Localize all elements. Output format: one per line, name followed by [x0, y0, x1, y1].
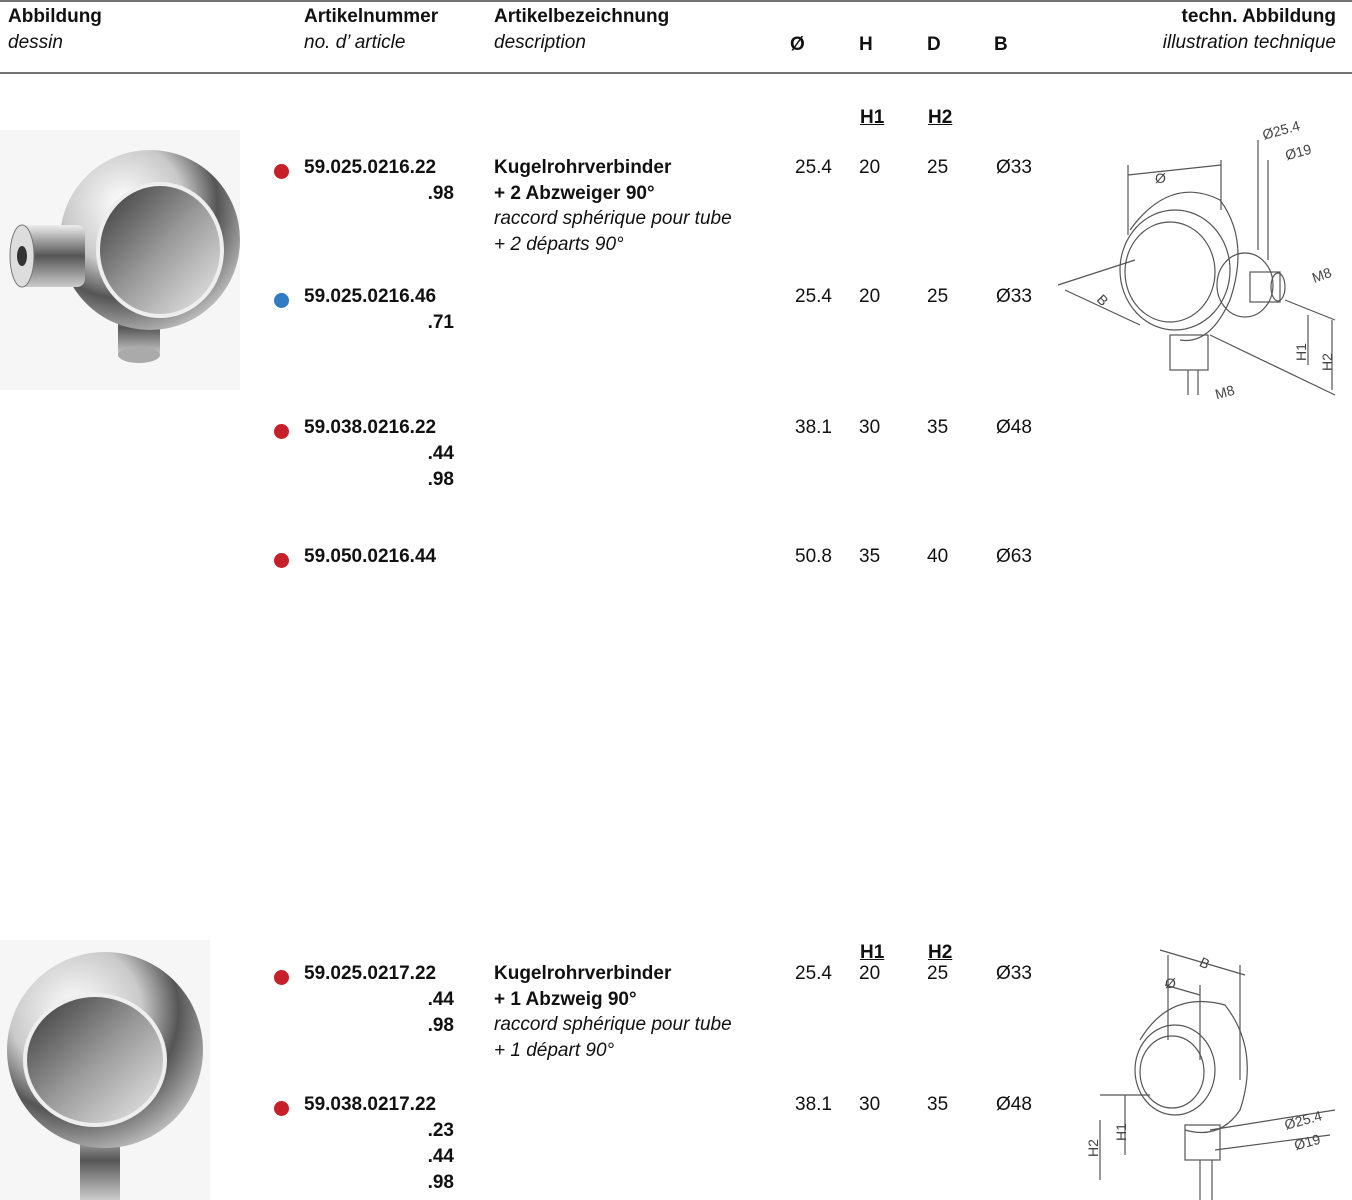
article-variant: .44 — [427, 443, 454, 464]
article-number: 59.025.0216.22 — [304, 157, 437, 178]
dimension-label: Ø — [1165, 975, 1176, 991]
column-subtitle: description — [494, 32, 586, 53]
ball-size: Ø63 — [996, 546, 1032, 567]
column-title: Artikelnummer — [304, 6, 439, 27]
diameter: 38.1 — [795, 417, 832, 438]
column-title: B — [994, 34, 1008, 55]
depth: 35 — [927, 417, 949, 438]
description-title: Kugelrohrverbinder — [494, 157, 672, 178]
finish-dot — [274, 164, 289, 179]
diameter: 38.1 — [795, 1094, 832, 1115]
description-title: + 1 Abzweig 90° — [494, 988, 637, 1010]
article-variant: .44 — [427, 989, 454, 1010]
column-title: D — [927, 34, 941, 55]
product-photo — [0, 130, 240, 390]
ball-size: Ø33 — [996, 286, 1032, 307]
technical-drawing — [1099, 949, 1336, 1200]
column-subtitle: dessin — [8, 32, 63, 53]
article-number: 59.050.0216.44 — [304, 546, 437, 567]
diameter: 25.4 — [795, 157, 832, 178]
diameter: 50.8 — [795, 546, 832, 567]
depth: 25 — [927, 286, 949, 307]
finish-dot — [274, 970, 289, 985]
ball-size: Ø48 — [996, 417, 1032, 438]
height: 20 — [859, 963, 881, 984]
dimension-label: H2 — [1318, 353, 1335, 371]
dimension-label: H2 — [1084, 1139, 1101, 1157]
sub-header: H1 — [860, 942, 885, 963]
column-subtitle: no. d’ article — [304, 32, 406, 53]
article-variant: .98 — [427, 1172, 454, 1193]
depth: 25 — [927, 963, 949, 984]
sub-header: H2 — [928, 107, 953, 128]
article-number: 59.038.0216.22 — [304, 417, 437, 438]
height: 20 — [859, 286, 881, 307]
description-subtitle: + 1 départ 90° — [494, 1040, 615, 1061]
article-variant: .23 — [427, 1120, 454, 1141]
product-photo — [0, 940, 210, 1200]
finish-dot — [274, 553, 289, 568]
depth: 25 — [927, 157, 949, 178]
column-title: Abbildung — [8, 6, 102, 27]
column-title: H — [859, 34, 873, 55]
height: 35 — [859, 546, 881, 567]
description-subtitle: + 2 départs 90° — [494, 234, 624, 255]
column-title: Ø — [790, 34, 805, 55]
column-subtitle: illustration technique — [1162, 32, 1336, 53]
height: 30 — [859, 1094, 881, 1115]
finish-dot — [274, 1101, 289, 1116]
finish-dot — [274, 424, 289, 439]
article-variant: .71 — [427, 312, 454, 333]
description-title: + 2 Abzweiger 90° — [494, 182, 655, 204]
sub-header: H1 — [860, 107, 885, 128]
article-variant: .98 — [427, 1015, 454, 1036]
article-variant: .98 — [427, 469, 454, 490]
article-number: 59.038.0217.22 — [304, 1094, 437, 1115]
article-variant: .44 — [427, 1146, 454, 1167]
depth: 40 — [927, 546, 949, 567]
ball-size: Ø33 — [996, 157, 1032, 178]
dimension-label: H1 — [1112, 1123, 1129, 1141]
article-number: 59.025.0216.46 — [304, 286, 437, 307]
ball-size: Ø33 — [996, 963, 1032, 984]
technical-drawing — [1057, 140, 1336, 396]
depth: 35 — [927, 1094, 949, 1115]
article-number: 59.025.0217.22 — [304, 963, 437, 984]
sub-header: H2 — [928, 942, 953, 963]
description-title: Kugelrohrverbinder — [494, 963, 672, 984]
finish-dot — [274, 293, 289, 308]
height: 30 — [859, 417, 881, 438]
diameter: 25.4 — [795, 963, 832, 984]
dimension-label: Ø — [1155, 170, 1166, 186]
column-title: techn. Abbildung — [1181, 6, 1336, 27]
diameter: 25.4 — [795, 286, 832, 307]
column-title: Artikelbezeichnung — [494, 6, 670, 27]
ball-size: Ø48 — [996, 1094, 1032, 1115]
dimension-label: H1 — [1292, 343, 1309, 361]
height: 20 — [859, 157, 881, 178]
article-variant: .98 — [427, 183, 454, 204]
description-subtitle: raccord sphérique pour tube — [494, 208, 732, 229]
description-subtitle: raccord sphérique pour tube — [494, 1014, 732, 1035]
